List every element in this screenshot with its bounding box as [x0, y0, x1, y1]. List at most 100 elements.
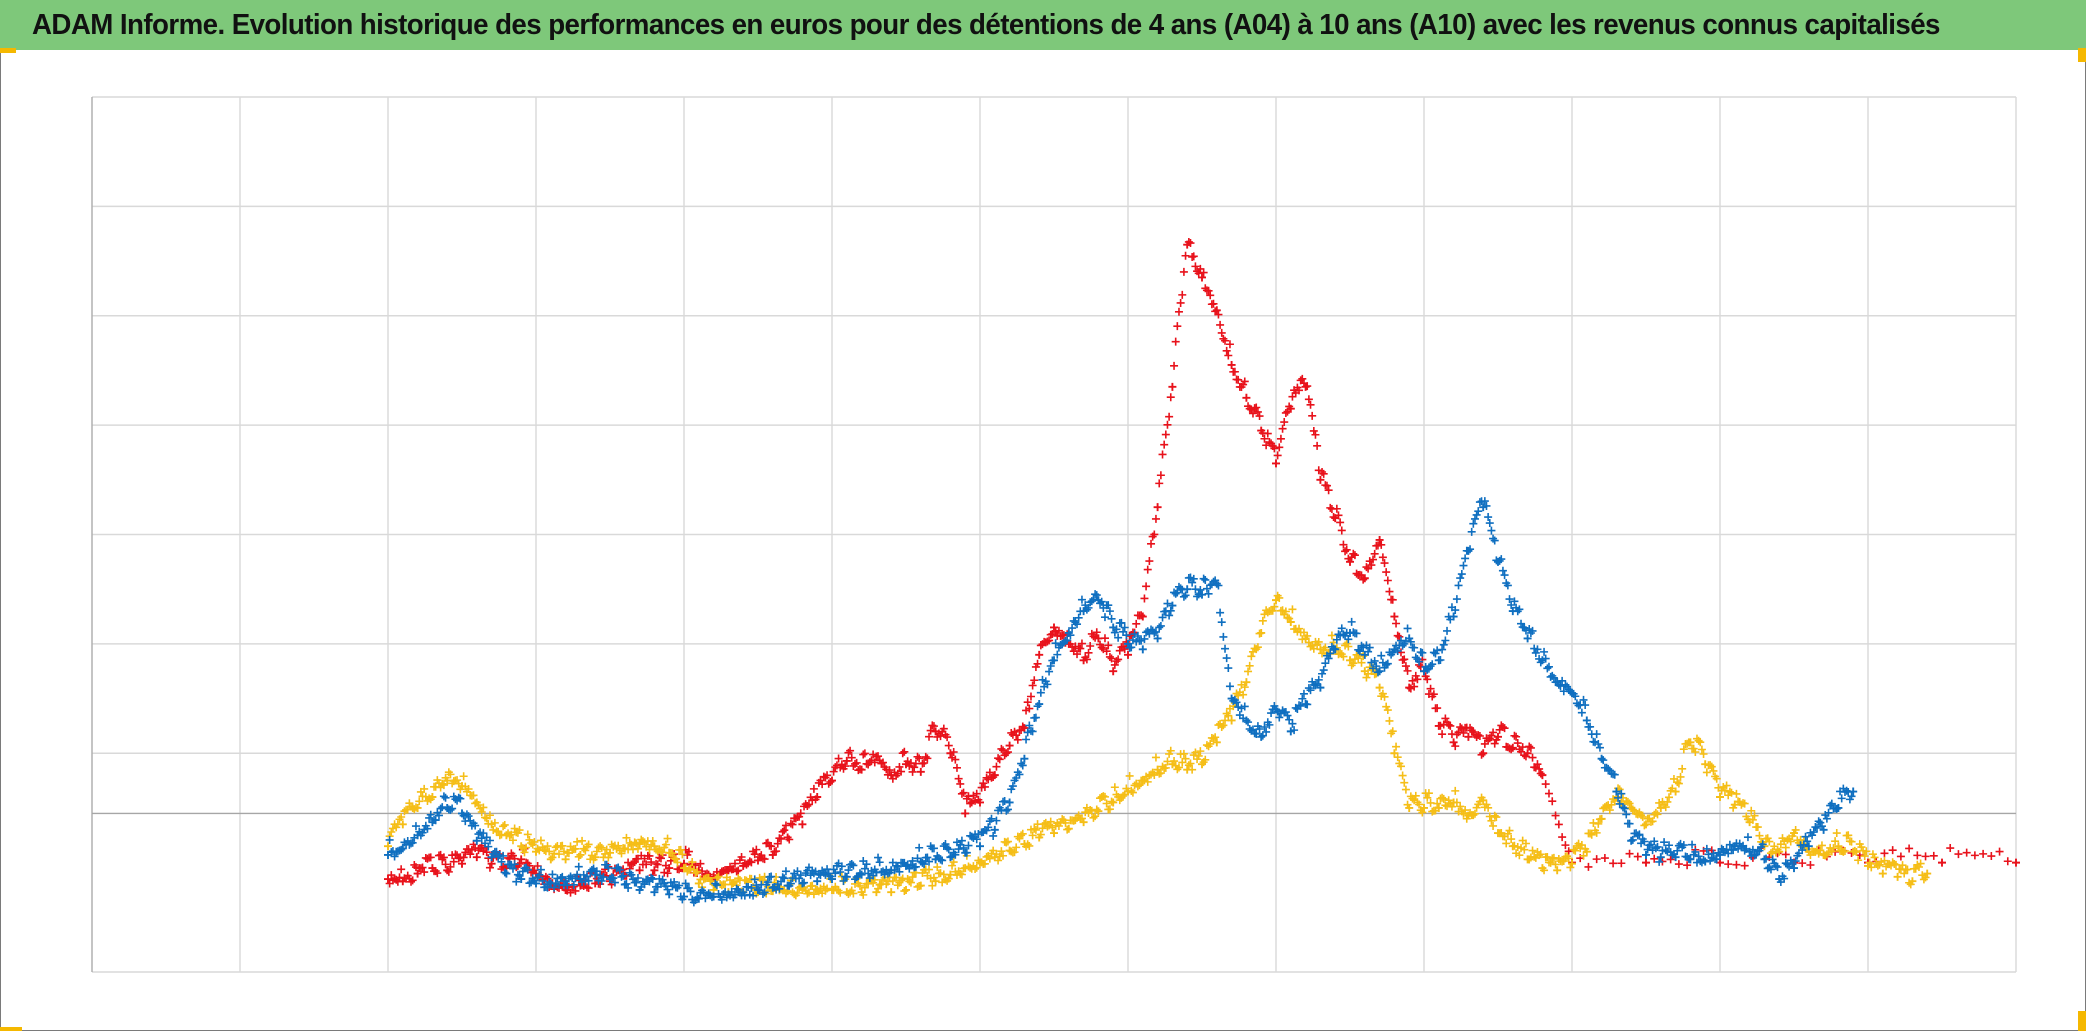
scatter-point-fill — [1592, 855, 1601, 864]
scatter-point-fill — [1003, 837, 1012, 846]
scatter-point-fill — [439, 781, 448, 790]
scatter-point-fill — [933, 863, 942, 872]
scatter-point-fill — [485, 811, 494, 820]
scatter-point-fill — [479, 803, 488, 812]
scatter-point-fill — [1637, 811, 1646, 820]
scatter-point — [1686, 738, 1695, 747]
scatter-point-fill — [1344, 635, 1353, 644]
scatter-point — [1138, 645, 1147, 654]
scatter-point-fill — [1691, 748, 1700, 757]
scatter-point-fill — [846, 746, 855, 755]
scatter-point — [1124, 650, 1132, 659]
scatter-point-fill — [1276, 434, 1285, 443]
scatter-point — [1449, 738, 1458, 747]
scatter-point — [1849, 847, 1858, 856]
scatter-point-fill — [1392, 619, 1401, 628]
scatter-point-fill — [1467, 527, 1476, 536]
scatter-point-fill — [1418, 808, 1427, 817]
scatter-point-fill — [1896, 852, 1905, 861]
scatter-point-fill — [1724, 860, 1733, 869]
scatter-point-fill — [1816, 818, 1825, 827]
scatter-point — [1405, 634, 1414, 643]
scatter-point-fill — [566, 872, 575, 881]
scatter-point-fill — [1306, 400, 1315, 409]
scatter-point — [1790, 829, 1798, 838]
scatter-point-fill — [1199, 574, 1208, 583]
scatter-point-fill — [1706, 761, 1715, 770]
scatter-point-fill — [1398, 641, 1407, 650]
scatter-point-fill — [1321, 659, 1330, 668]
scatter-point-fill — [1426, 684, 1435, 693]
scatter-point-fill — [1370, 656, 1379, 665]
scatter-point — [931, 855, 940, 864]
scatter-point — [1834, 803, 1843, 812]
scatter-point-fill — [614, 841, 623, 850]
scatter-point-fill — [1490, 811, 1499, 820]
scatter-point-fill — [752, 845, 761, 854]
scatter-point-fill — [1811, 823, 1820, 832]
scatter-point-fill — [1245, 661, 1254, 670]
scatter-point-fill — [1725, 787, 1734, 796]
scatter-point-fill — [1505, 826, 1514, 835]
scatter-point — [1286, 618, 1295, 626]
scatter-point-fill — [1860, 852, 1869, 861]
scatter-point-fill — [957, 789, 966, 798]
scatter-point-fill — [1520, 845, 1529, 854]
scatter-point-fill — [925, 865, 934, 874]
scatter-point — [665, 890, 674, 899]
scatter-point-fill — [630, 838, 639, 847]
scatter-point-fill — [1707, 762, 1716, 771]
scatter-point-fill — [1318, 669, 1327, 678]
scatter-point-fill — [1163, 420, 1172, 429]
scatter-point-fill — [1150, 530, 1159, 539]
scatter-point-fill — [1206, 739, 1215, 748]
scatter-point-fill — [684, 883, 693, 892]
scatter-point-fill — [1104, 641, 1113, 650]
scatter-point-fill — [1459, 561, 1468, 570]
scatter-point-fill — [1102, 647, 1111, 656]
scatter-point-fill — [1515, 851, 1524, 860]
scatter-point-fill — [1337, 526, 1346, 535]
scatter-point-fill — [870, 875, 879, 884]
scatter-point-fill — [1054, 821, 1063, 830]
scatter-point-fill — [1385, 716, 1394, 725]
scatter-point-fill — [855, 881, 864, 890]
scatter-point-fill — [796, 871, 805, 880]
scatter-point-fill — [1267, 709, 1276, 718]
scatter-point — [635, 885, 644, 894]
scatter-point — [502, 869, 511, 878]
scatter-point-fill — [520, 848, 529, 857]
scatter-point-fill — [1383, 576, 1392, 585]
scatter-point-fill — [1594, 819, 1603, 828]
scatter-point-fill — [449, 857, 458, 866]
scatter-point-fill — [1155, 479, 1164, 488]
scatter-point-fill — [1298, 374, 1307, 383]
scatter-point — [561, 885, 570, 894]
scatter-point-fill — [1370, 549, 1379, 558]
scatter-point-fill — [1528, 846, 1537, 855]
scatter-point-fill — [966, 799, 975, 808]
scatter-point — [1272, 459, 1280, 468]
scatter-point-fill — [1635, 830, 1644, 839]
scatter-point-fill — [545, 847, 554, 856]
scatter-point-fill — [433, 869, 442, 878]
scatter-point-fill — [1156, 471, 1165, 480]
scatter-point-fill — [1105, 607, 1114, 616]
scatter-point — [1079, 818, 1088, 827]
scatter-point-fill — [773, 839, 782, 848]
scatter-point-fill — [1299, 689, 1308, 698]
scatter-point-fill — [415, 797, 424, 806]
scatter-point-fill — [1599, 756, 1608, 765]
scatter-point-fill — [1592, 828, 1601, 837]
scatter-point-fill — [1433, 799, 1442, 808]
scatter-point — [1094, 807, 1103, 816]
scatter-point — [472, 798, 481, 807]
scatter-point-fill — [1640, 821, 1649, 830]
scatter-point — [857, 765, 866, 774]
scatter-point — [694, 894, 703, 903]
scatter-point-fill — [944, 741, 953, 750]
scatter-point — [813, 885, 822, 894]
scatter-point-fill — [1888, 846, 1897, 855]
scatter-point — [754, 885, 762, 894]
scatter-point-fill — [979, 779, 988, 788]
